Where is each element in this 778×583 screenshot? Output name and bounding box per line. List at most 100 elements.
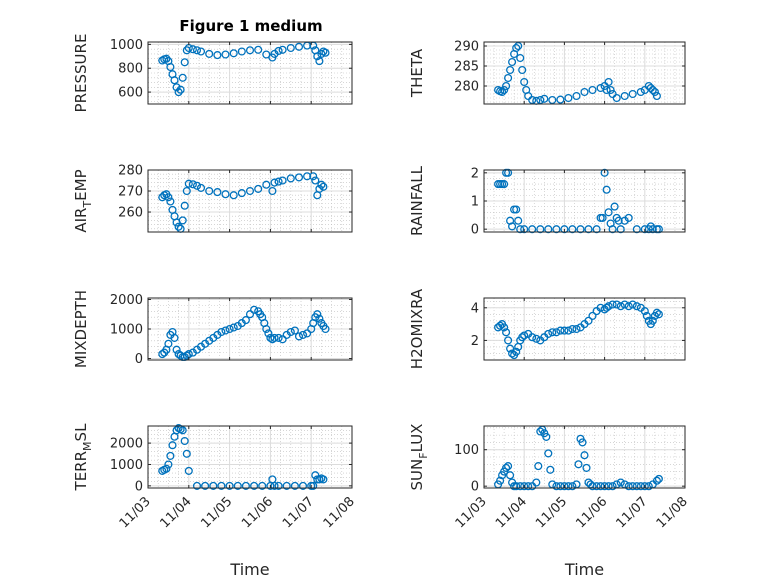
data-point [512, 347, 521, 356]
data-point [201, 481, 210, 490]
subplot: 0 100 SUNFLUX 11/03 11/04 11/05 11/06 11/07 11/0… [408, 424, 691, 579]
x-tick-label: 11/05 [533, 494, 570, 531]
data-point [556, 95, 565, 104]
data-point [233, 481, 242, 490]
data-point [514, 216, 523, 225]
data-point [546, 465, 555, 474]
data-point [500, 180, 509, 189]
data-point [221, 190, 230, 199]
axes-box [483, 297, 686, 361]
y-axis-label: MIXDEPTH [72, 290, 90, 368]
data-point [604, 482, 613, 491]
data-point [498, 87, 507, 97]
data-point [514, 41, 523, 51]
data-point [580, 451, 589, 460]
data-point [642, 311, 651, 320]
data-point [225, 481, 234, 490]
y-tick-label: 1 [471, 195, 479, 210]
data-point [520, 225, 529, 234]
data-point [512, 205, 521, 214]
data-point [572, 324, 581, 334]
data-point [508, 222, 517, 231]
data-point [241, 316, 250, 325]
data-point [608, 300, 617, 309]
data-point [311, 176, 320, 185]
data-point [636, 87, 645, 97]
data-point [644, 482, 653, 491]
data-point [640, 307, 649, 316]
data-point [608, 89, 617, 99]
data-point [606, 85, 615, 95]
data-point [584, 316, 593, 325]
data-point [309, 481, 318, 490]
data-point [250, 305, 259, 314]
data-point [584, 225, 593, 234]
data-point [221, 50, 230, 59]
y-axis-label: THETA [408, 48, 426, 98]
y-tick-label: 260 [118, 206, 143, 221]
data-point [518, 333, 527, 342]
y-tick-label: 290 [454, 40, 479, 55]
data-point [170, 76, 179, 85]
data-point [241, 481, 250, 490]
x-tick-label: 11/08 [654, 494, 691, 531]
x-tick-label: 11/06 [573, 494, 610, 531]
data-point [496, 476, 505, 485]
data-point [602, 85, 611, 95]
y-tick-label: 285 [454, 60, 479, 75]
data-point [298, 330, 308, 339]
data-point [640, 482, 649, 491]
data-point [245, 46, 255, 55]
data-point [650, 87, 659, 97]
subplot: 0 1000 2000 MIXDEPTH [72, 290, 353, 368]
data-point [294, 332, 304, 341]
data-point [196, 47, 206, 56]
data-point [274, 481, 283, 490]
y-tick-label: 2 [471, 334, 479, 349]
data-point [166, 451, 175, 460]
data-point [592, 225, 601, 234]
data-point [170, 333, 179, 342]
data-point [544, 329, 553, 338]
data-point [229, 323, 238, 332]
data-point [504, 73, 513, 83]
data-point [528, 333, 537, 342]
y-tick-label: 2 [471, 166, 479, 181]
data-point [164, 460, 173, 469]
data-point [278, 176, 287, 185]
data-point [319, 182, 328, 191]
data-point [502, 81, 511, 91]
data-point [632, 482, 641, 491]
data-point [164, 193, 173, 202]
data-point [536, 427, 545, 436]
data-point [205, 186, 214, 196]
data-point [286, 327, 295, 337]
y-tick-label: 270 [118, 185, 143, 200]
data-point [504, 336, 513, 345]
data-point [266, 333, 275, 342]
data-point [552, 328, 561, 337]
data-point [270, 333, 279, 342]
data-point [221, 326, 230, 335]
data-point [184, 466, 193, 475]
data-point [278, 335, 287, 344]
data-point [534, 462, 543, 471]
data-point [213, 51, 222, 60]
axes-box [483, 425, 686, 489]
data-point [654, 310, 663, 319]
data-point [520, 77, 529, 87]
data-point [568, 225, 577, 234]
data-point [274, 177, 283, 186]
data-point [556, 326, 565, 335]
data-point [596, 303, 605, 312]
subplot: 280 285 290 THETA [408, 40, 686, 105]
data-point [604, 302, 613, 311]
data-point [520, 331, 529, 340]
data-point [588, 85, 597, 95]
data-point [580, 87, 589, 97]
data-point [162, 54, 171, 63]
data-point [518, 65, 527, 75]
data-point [568, 324, 577, 334]
data-point [560, 225, 569, 234]
